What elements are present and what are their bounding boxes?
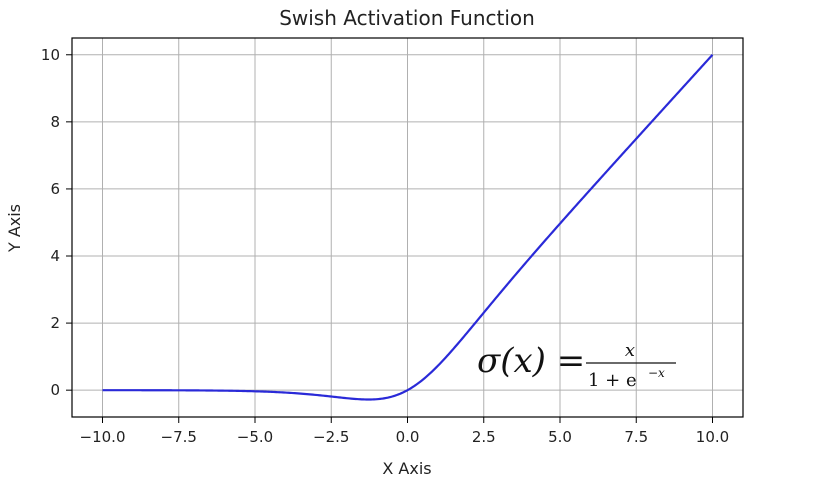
x-tick-label: 7.5 — [624, 428, 648, 446]
x-tick-label: −10.0 — [80, 428, 126, 446]
swish-series-line — [102, 54, 714, 401]
y-tick-label: 8 — [50, 113, 60, 131]
formula-lhs: σ(x) = — [477, 341, 585, 381]
x-tick-label: −2.5 — [313, 428, 349, 446]
x-tick-label: 2.5 — [472, 428, 496, 446]
chart-title: Swish Activation Function — [279, 6, 535, 30]
y-tick-label: 0 — [50, 381, 60, 399]
series-layer — [102, 54, 714, 401]
x-tick-label: −7.5 — [161, 428, 197, 446]
formula-numerator: x — [625, 340, 635, 361]
grid — [72, 38, 743, 417]
x-ticks: −10.0 −7.5 −5.0 −2.5 0.0 2.5 5.0 7.5 10.0 — [80, 417, 729, 446]
y-tick-label: 10 — [41, 46, 60, 64]
x-tick-label: 10.0 — [696, 428, 729, 446]
y-ticks: 0 2 4 6 8 10 — [41, 46, 72, 399]
formula-annotation: σ(x) = x 1 + e −x — [477, 340, 676, 391]
y-tick-label: 4 — [50, 247, 60, 265]
y-axis-label: Y Axis — [5, 204, 24, 253]
x-tick-label: 0.0 — [396, 428, 420, 446]
x-tick-label: 5.0 — [548, 428, 572, 446]
formula-denominator-base: 1 + e — [588, 370, 637, 391]
x-tick-label: −5.0 — [237, 428, 273, 446]
y-tick-label: 2 — [50, 314, 60, 332]
formula-denominator-exponent: −x — [648, 366, 665, 380]
x-axis-label: X Axis — [382, 459, 431, 478]
y-tick-label: 6 — [50, 180, 60, 198]
